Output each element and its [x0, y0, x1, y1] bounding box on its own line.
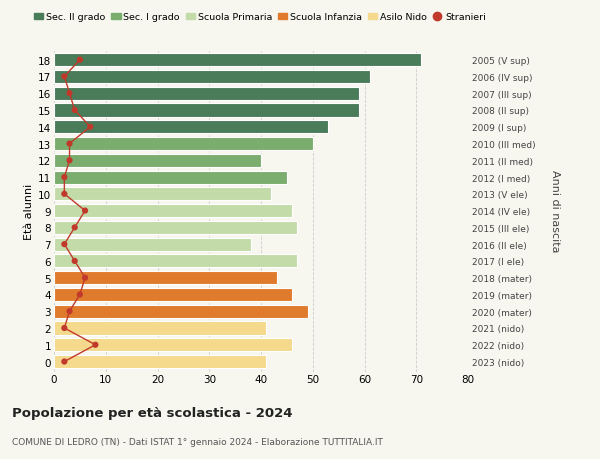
Point	[85, 124, 95, 131]
Bar	[54, 171, 287, 184]
Bar	[54, 322, 266, 335]
Bar	[54, 221, 297, 235]
Bar	[54, 138, 313, 151]
Bar	[54, 104, 359, 117]
Point	[59, 191, 69, 198]
Bar	[54, 338, 292, 352]
Point	[80, 207, 90, 215]
Y-axis label: Età alunni: Età alunni	[24, 183, 34, 239]
Point	[59, 241, 69, 248]
Point	[59, 73, 69, 81]
Bar	[54, 54, 421, 67]
Text: COMUNE DI LEDRO (TN) - Dati ISTAT 1° gennaio 2024 - Elaborazione TUTTITALIA.IT: COMUNE DI LEDRO (TN) - Dati ISTAT 1° gen…	[12, 437, 383, 446]
Point	[65, 140, 74, 148]
Point	[75, 57, 85, 64]
Point	[65, 157, 74, 165]
Bar	[54, 121, 328, 134]
Point	[70, 107, 79, 114]
Point	[59, 325, 69, 332]
Bar	[54, 188, 271, 201]
Point	[91, 341, 100, 349]
Point	[65, 308, 74, 315]
Point	[59, 358, 69, 365]
Bar	[54, 355, 266, 368]
Bar	[54, 88, 359, 101]
Legend: Sec. II grado, Sec. I grado, Scuola Primaria, Scuola Infanzia, Asilo Nido, Stran: Sec. II grado, Sec. I grado, Scuola Prim…	[34, 13, 485, 22]
Bar	[54, 205, 292, 218]
Bar	[54, 71, 370, 84]
Point	[80, 274, 90, 282]
Bar	[54, 288, 292, 302]
Point	[70, 224, 79, 231]
Bar	[54, 255, 297, 268]
Point	[59, 174, 69, 181]
Y-axis label: Anni di nascita: Anni di nascita	[550, 170, 560, 252]
Point	[65, 90, 74, 98]
Bar	[54, 305, 308, 318]
Bar	[54, 272, 277, 285]
Point	[75, 291, 85, 298]
Bar	[54, 154, 261, 168]
Point	[70, 257, 79, 265]
Text: Popolazione per età scolastica - 2024: Popolazione per età scolastica - 2024	[12, 406, 293, 419]
Bar	[54, 238, 251, 251]
